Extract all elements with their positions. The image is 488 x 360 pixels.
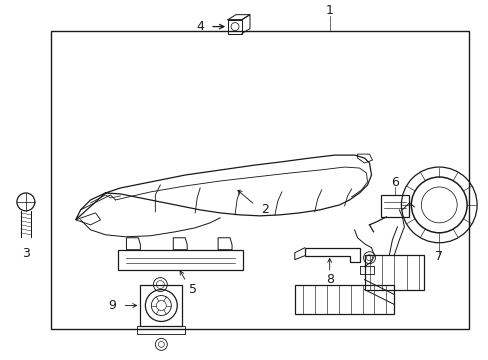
Text: 5: 5 (189, 283, 197, 296)
Text: 9: 9 (108, 299, 116, 312)
Text: 7: 7 (434, 250, 442, 263)
Bar (137, 327, 185, 334)
Text: 1: 1 (325, 4, 333, 17)
Bar (364, 255, 424, 289)
Text: 4: 4 (196, 20, 203, 33)
Bar (140, 285, 182, 327)
Bar (51, 31, 468, 329)
Text: 6: 6 (391, 176, 399, 189)
Text: 3: 3 (22, 247, 30, 260)
Bar (294, 285, 394, 315)
Bar (118, 250, 243, 270)
Bar (381, 195, 408, 217)
Text: 8: 8 (325, 273, 333, 286)
Text: 2: 2 (261, 203, 268, 216)
